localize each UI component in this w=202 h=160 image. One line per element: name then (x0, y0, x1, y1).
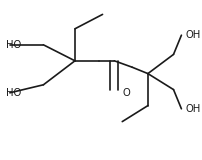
Text: OH: OH (184, 104, 200, 114)
Text: HO: HO (6, 40, 21, 50)
Text: OH: OH (184, 30, 200, 40)
Text: O: O (122, 88, 129, 98)
Text: HO: HO (6, 88, 21, 98)
